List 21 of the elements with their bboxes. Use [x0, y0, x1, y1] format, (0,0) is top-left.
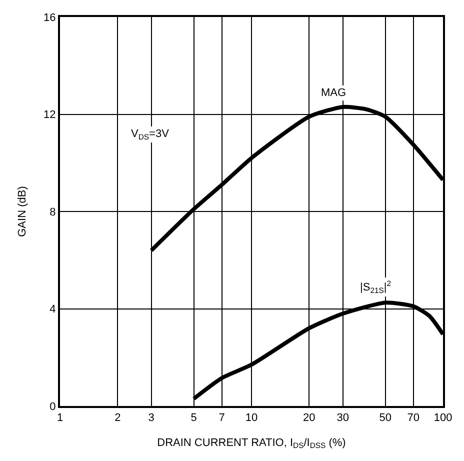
x-tick-label: 30 [336, 412, 349, 424]
y-axis-title: GAIN (dB) [16, 186, 29, 237]
series-label: MAG [321, 87, 346, 99]
x-tick-label: 10 [245, 412, 258, 424]
x-tick-label: 1 [56, 412, 64, 424]
y-tick-label: 16 [44, 12, 56, 24]
x-tick-label: 3 [148, 412, 154, 424]
y-tick-label: 8 [50, 206, 56, 218]
x-tick-label: 5 [190, 412, 197, 424]
x-tick-label: 50 [379, 412, 392, 424]
series-label: |S$_{21S}$|$^{2}$ [360, 279, 392, 295]
y-tick-label: 12 [44, 109, 56, 122]
x-tick-label: 70 [407, 412, 420, 424]
x-tick-label: 100 [434, 412, 452, 424]
x-tick-label: 7 [218, 412, 225, 424]
y-tick-label: 4 [50, 304, 56, 316]
x-tick-label: 2 [114, 412, 121, 424]
x-tick-label: 20 [303, 412, 316, 424]
annotation: V$_{DS}$=3V [131, 128, 170, 142]
y-tick-label: 0 [50, 400, 56, 413]
x-axis-title: DRAIN CURRENT RATIO, I$_{DS}$/I$_{DSS}$ (%) [157, 436, 346, 450]
